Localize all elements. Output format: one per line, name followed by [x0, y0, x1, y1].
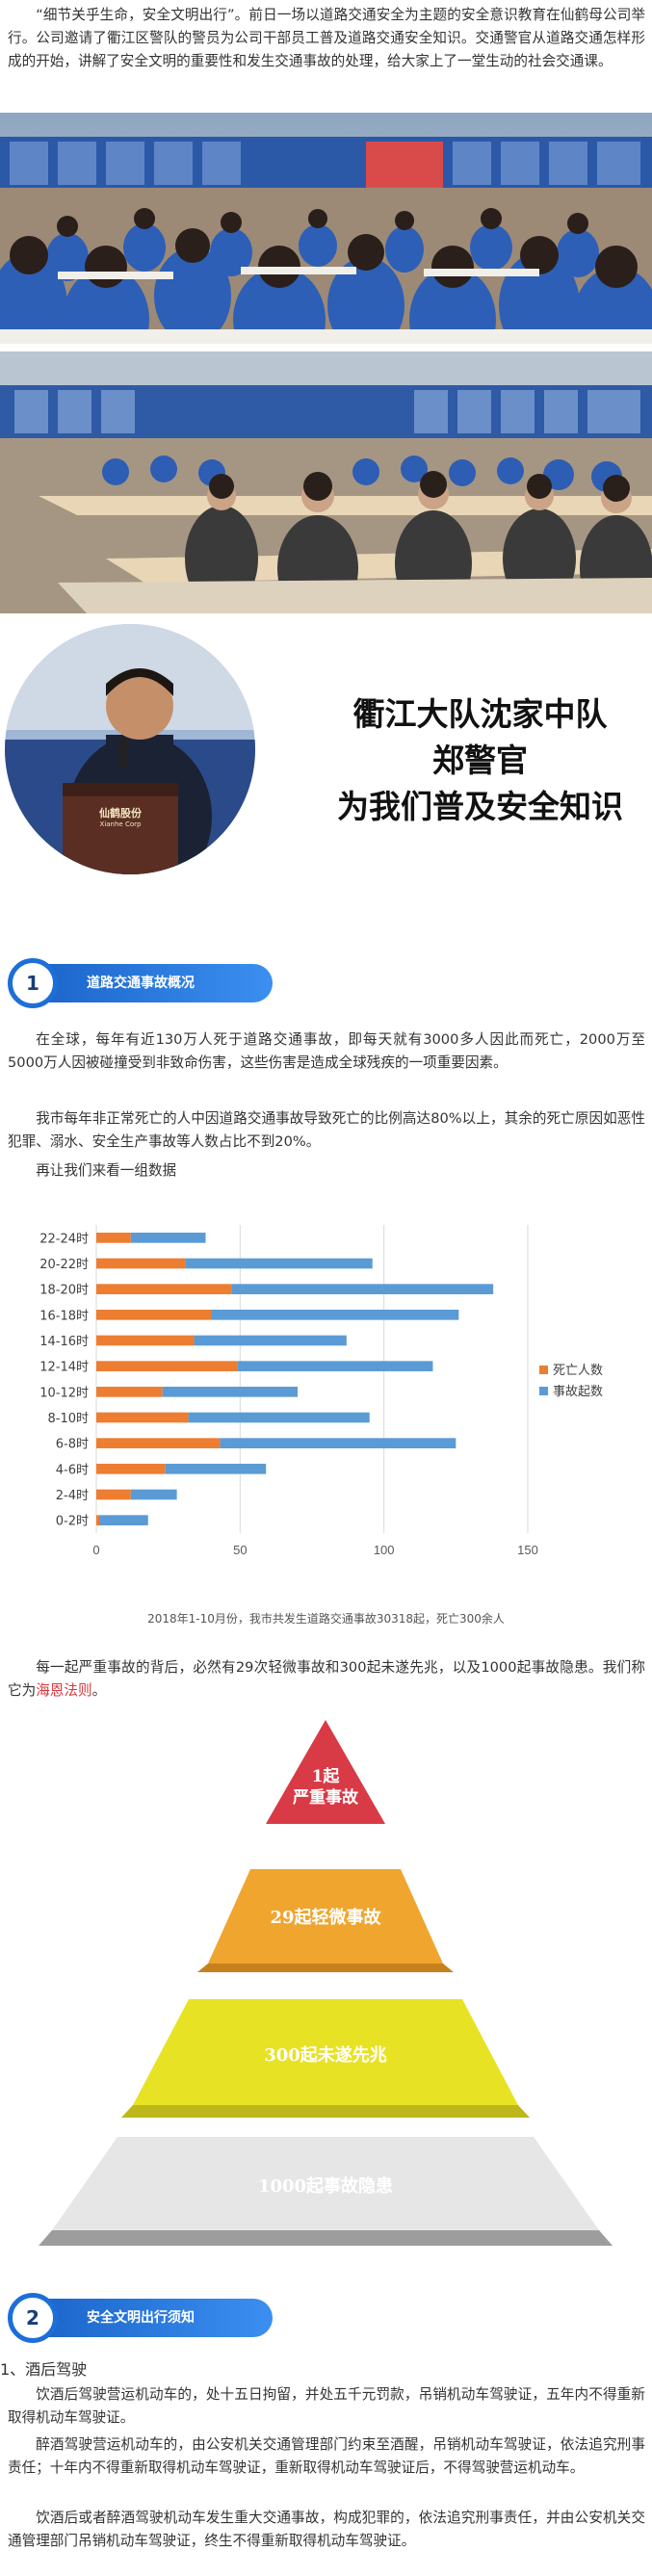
chart-bar-deaths: [96, 1335, 195, 1346]
speaker-title-line-1: 衢江大队沈家中队: [352, 695, 608, 733]
section-1-badge: [8, 958, 58, 1008]
section-2-paragraph-1: 饮酒后驾驶营运机动车的，处十五日拘留，并处五千元罚款，吊销机动车驾驶证，五年内不…: [8, 2386, 645, 2426]
speaker-photo: 仙鹤股份 Xianhe Corp: [5, 624, 255, 874]
chart-bar-deaths: [96, 1489, 131, 1500]
chart-bar-accidents: [130, 1233, 206, 1243]
pyramid-level-4: [52, 2137, 599, 2230]
section-1-paragraph-1: 在全球，每年有近130万人死于道路交通事故，即每天就有3000多人因此而死亡，2…: [8, 1031, 645, 1071]
chart-bar-accidents: [194, 1335, 347, 1346]
speaker-photo-image: [5, 624, 255, 874]
pyramid-level-2-shadow: [197, 1964, 454, 1972]
chart-y-tick-label: 12-14时: [39, 1361, 89, 1375]
section-2-number: 2: [26, 2306, 39, 2329]
heinrich-text-end: 。: [91, 1682, 107, 1699]
section-1-pill: [27, 964, 273, 1002]
accident-chart-svg: 0 50 100 150 0-2时 2-4时 4-6时 6-8时 8-10时 10-12时 12-1…: [39, 1225, 603, 1557]
chart-bar-deaths: [96, 1438, 221, 1448]
chart-bar-deaths: [96, 1387, 163, 1397]
chart-bar-deaths: [96, 1412, 189, 1423]
chart-x-tick-label: 0: [92, 1543, 99, 1557]
chart-bar-deaths: [96, 1515, 99, 1525]
intro-paragraph: “细节关乎生命，安全文明出行”。前日一场以道路交通安全为主题的安全意识教育在仙鹤…: [8, 7, 645, 69]
section-2-header: 2 安全文明出行须知: [8, 2293, 273, 2343]
seminar-photo-1-image: [0, 113, 652, 344]
section-1-paragraph-2: 我市每年非正常死亡的人中因道路交通事故导致死亡的比例高达80%以上，其余的死亡原…: [8, 1110, 645, 1150]
chart-bar-accidents: [185, 1258, 373, 1269]
heinrich-pyramid: 1起 严重事故 29起轻微事故 300起未遂先兆 1000起事故隐患: [0, 1720, 652, 2259]
section-1-paragraph-3: 再让我们来看一组数据: [36, 1162, 177, 1179]
section-2-paragraph-3: 饮酒后或者醉酒驾驶机动车发生重大交通事故，构成犯罪的，依法追究刑事责任，并由公安…: [8, 2510, 645, 2549]
chart-bar-accidents: [188, 1412, 370, 1423]
chart-legend-swatch: [539, 1387, 548, 1395]
pyramid-label-4: 1000起事故隐患: [257, 2176, 394, 2197]
section-1-number: 1: [26, 972, 39, 995]
chart-bar-accidents: [98, 1515, 148, 1525]
chart-y-tick-label: 6-8时: [56, 1438, 89, 1452]
speaker-title: 衢江大队沈家中队 郑警官 为我们普及安全知识: [308, 691, 652, 830]
lectern-logo: 仙鹤股份 Xianhe Corp: [77, 805, 164, 828]
pyramid-level-2: [208, 1869, 443, 1964]
pyramid-level-4-shadow: [39, 2230, 613, 2246]
heinrich-text: 每一起严重事故的背后，必然有29次轻微事故和300起未遂先兆，以及1000起事故…: [8, 1659, 645, 1699]
chart-x-tick-label: 50: [233, 1543, 247, 1557]
heinrich-pyramid-svg: [39, 1720, 613, 2246]
pyramid-level-3-shadow: [121, 2105, 530, 2118]
accident-chart: 0 50 100 150 0-2时 2-4时 4-6时 6-8时 8-10时 10-12时 12-1…: [8, 1206, 645, 1591]
chart-bar-deaths: [96, 1464, 166, 1474]
chart-bar-deaths: [96, 1233, 131, 1243]
chart-y-tick-label: 14-16时: [39, 1335, 89, 1349]
lectern-logo-text: 仙鹤股份: [99, 807, 142, 820]
heinrich-law-link[interactable]: 海恩法则: [36, 1682, 92, 1699]
section-2-title: 安全文明出行须知: [87, 2310, 195, 2326]
pyramid-label-2: 29起轻微事故: [270, 1908, 381, 1928]
pyramid-label-1: 1起 严重事故: [229, 1766, 422, 1808]
pyramid-label-1-line-2: 严重事故: [293, 1788, 358, 1808]
chart-y-tick-label: 16-18时: [39, 1309, 89, 1323]
chart-bar-deaths: [96, 1310, 212, 1320]
section-2-paragraph-2: 醉酒驾驶营运机动车的，由公安机关交通管理部门约束至酒醒，吊销机动车驾驶证，依法追…: [8, 2436, 645, 2476]
chart-bar-accidents: [130, 1489, 177, 1500]
section-2-heading: 1、酒后驾驶: [0, 2360, 88, 2379]
chart-bar-deaths: [96, 1258, 186, 1269]
chart-y-tick-label: 10-12时: [39, 1386, 89, 1400]
chart-legend-label: 死亡人数: [553, 1364, 603, 1378]
chart-bar-accidents: [220, 1438, 456, 1448]
chart-bar-deaths: [96, 1284, 232, 1294]
chart-x-tick-label: 100: [374, 1543, 395, 1557]
speaker-title-line-2: 郑警官: [432, 742, 528, 779]
pyramid-label-3: 300起未遂先兆: [264, 2045, 387, 2066]
chart-y-tick-label: 8-10时: [47, 1412, 89, 1426]
speaker-title-line-3: 为我们普及安全知识: [337, 788, 623, 825]
chart-legend-swatch: [539, 1366, 548, 1374]
chart-bar-accidents: [211, 1310, 459, 1320]
chart-y-tick-label: 20-22时: [39, 1258, 89, 1272]
chart-y-tick-label: 22-24时: [39, 1232, 89, 1246]
pyramid-label-1-line-1: 1起: [311, 1767, 340, 1786]
chart-bar-accidents: [162, 1387, 299, 1397]
section-2-badge: [8, 2293, 58, 2343]
chart-y-tick-label: 2-4时: [56, 1489, 89, 1503]
chart-bar-accidents: [237, 1361, 433, 1371]
chart-bar-accidents: [231, 1284, 494, 1294]
chart-legend-label: 事故起数: [553, 1385, 603, 1399]
seminar-photo-2: [0, 351, 652, 613]
chart-y-tick-label: 0-2时: [56, 1515, 89, 1529]
section-2-pill: [27, 2299, 273, 2337]
chart-y-tick-label: 4-6时: [56, 1463, 89, 1477]
chart-bar-accidents: [165, 1464, 267, 1474]
section-1-header: 1 道路交通事故概况: [8, 958, 273, 1008]
chart-y-tick-label: 18-20时: [39, 1284, 89, 1298]
heinrich-paragraph: 每一起严重事故的背后，必然有29次轻微事故和300起未遂先兆，以及1000起事故…: [8, 1656, 645, 1703]
seminar-photo-2-image: [0, 351, 652, 613]
chart-x-tick-label: 150: [517, 1543, 538, 1557]
chart-bar-deaths: [96, 1361, 238, 1371]
lectern-logo-subtext: Xianhe Corp: [99, 820, 142, 828]
seminar-photo-1: [0, 113, 652, 344]
chart-caption: 2018年1-10月份，我市共发生道路交通事故30318起，死亡300余人: [147, 1612, 505, 1626]
pyramid-level-3: [133, 1999, 518, 2105]
section-1-title: 道路交通事故概况: [87, 976, 195, 991]
pyramid-level-1: [266, 1720, 385, 1824]
